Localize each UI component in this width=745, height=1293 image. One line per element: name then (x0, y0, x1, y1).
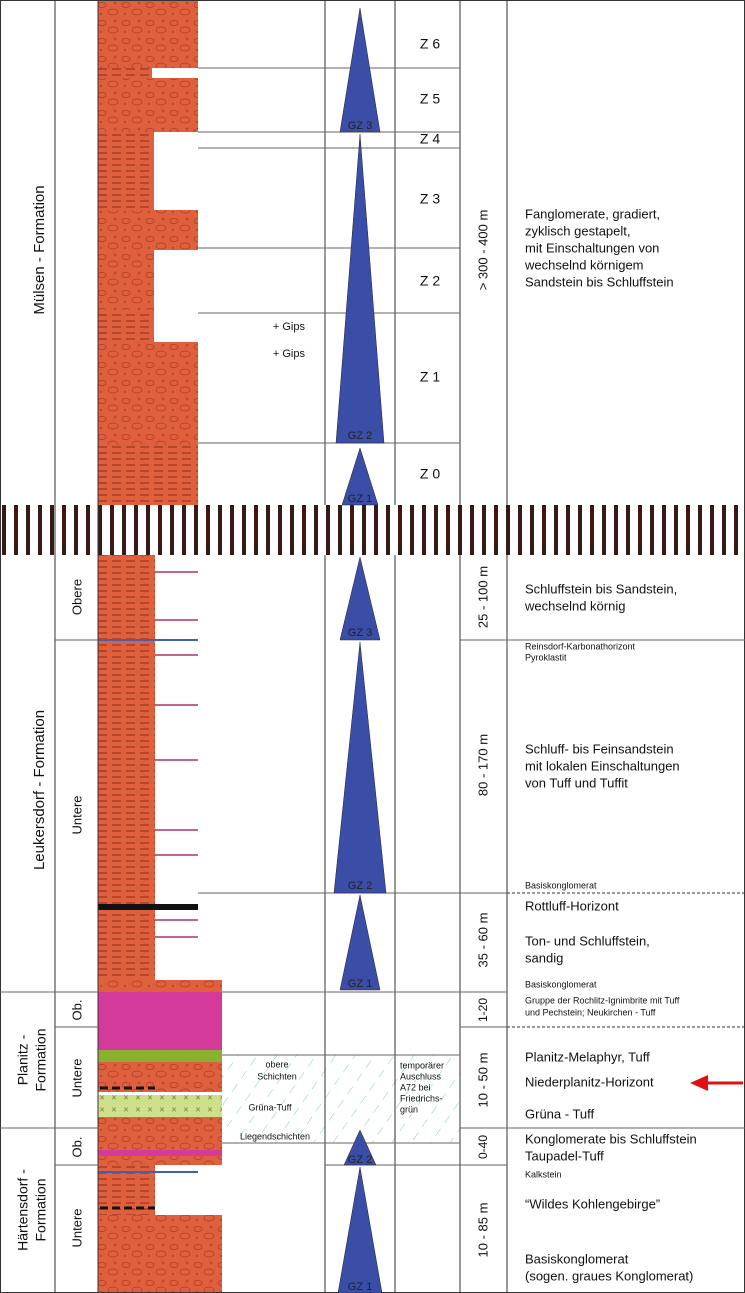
zone: Z 5 (420, 91, 440, 107)
member: Ob. (69, 1137, 84, 1158)
description: Reinsdorf-Karbonathorizont (525, 641, 636, 651)
cycle: GZ 2 (348, 880, 372, 892)
description: Rottluff-Horizont (525, 898, 619, 913)
description: Kalkstein (525, 1169, 562, 1179)
note: Liegendschichten (240, 1131, 310, 1141)
member: Ob. (69, 1000, 84, 1021)
cycle: GZ 2 (348, 430, 372, 442)
description: Gruppe der Rochlitz-Ignimbrite mit Tuff (525, 995, 680, 1005)
description: Basiskonglomerat (525, 979, 597, 989)
formation: Mülsen - Formation (31, 185, 48, 314)
description: Niederplanitz-Horizont (525, 1074, 654, 1089)
zone: Z 0 (420, 466, 440, 482)
note: A72 bei (400, 1082, 431, 1092)
note: temporärer (400, 1060, 444, 1070)
cycle: GZ 2 (348, 1154, 372, 1166)
note: Friedrichs- (400, 1093, 443, 1103)
formation: Härtensdorf - (15, 1169, 31, 1251)
description: zyklisch gestapelt, (525, 223, 631, 238)
description: sandig (525, 950, 563, 965)
description: Basiskonglomerat (525, 1251, 629, 1266)
description: und Pechstein; Neukirchen - Tuff (525, 1007, 656, 1017)
zone: Z 2 (420, 273, 440, 289)
description: “Wildes Kohlengebirge” (525, 1196, 660, 1211)
formation: Formation (33, 1178, 49, 1241)
member: Untere (69, 795, 84, 834)
description: Sandstein bis Schluffstein (525, 274, 674, 289)
thickness: 1-20 (476, 998, 490, 1022)
description: Ton- und Schluffstein, (525, 933, 650, 948)
note: grün (400, 1104, 418, 1114)
formation: Formation (33, 1028, 49, 1091)
description: Pyroklastit (525, 652, 567, 662)
note: Grüna-Tuff (248, 1102, 292, 1112)
thickness: 10 - 50 m (475, 1053, 490, 1108)
zone: Z 1 (420, 369, 440, 385)
zone: Z 4 (420, 131, 440, 147)
thickness: 25 - 100 m (475, 566, 490, 628)
zone: Z 3 (420, 191, 440, 207)
formation: Leukersdorf - Formation (31, 710, 48, 870)
cycle: GZ 3 (348, 627, 372, 639)
cycle: GZ 1 (348, 493, 372, 505)
description: Schluffstein bis Sandstein, (525, 581, 677, 596)
description: Schluff- bis Feinsandstein (525, 741, 674, 756)
description: Fanglomerate, gradiert, (525, 206, 660, 221)
arrow (690, 1075, 743, 1091)
member: Obere (69, 579, 84, 615)
description: mit Einschaltungen von (525, 240, 659, 255)
formation: Planitz - (15, 1034, 31, 1085)
description: Taupadel-Tuff (525, 1148, 604, 1163)
description: (sogen. graues Konglomerat) (525, 1268, 693, 1283)
cycle: GZ 1 (348, 978, 372, 990)
description: Konglomerate bis Schluffstein (525, 1131, 697, 1146)
description: Grüna - Tuff (525, 1106, 595, 1121)
thickness: > 300 - 400 m (475, 210, 490, 291)
description: mit lokalen Einschaltungen (525, 758, 680, 773)
thickness: 0-40 (476, 1135, 490, 1159)
description: Planitz-Melaphyr, Tuff (525, 1049, 650, 1064)
note: obere (265, 1059, 288, 1069)
note: Schichten (257, 1071, 297, 1081)
thickness: 35 - 60 m (475, 913, 490, 968)
zone: Z 6 (420, 36, 440, 52)
cycle: GZ 3 (348, 120, 372, 132)
note: + Gips (273, 348, 306, 360)
thickness: 10 - 85 m (475, 1203, 490, 1258)
note: + Gips (273, 321, 306, 333)
description: Basiskonglomerat (525, 880, 597, 890)
description: wechselnd körnigem (524, 257, 644, 272)
description: von Tuff und Tuffit (525, 775, 628, 790)
member: Untere (69, 1208, 84, 1247)
member: Untere (69, 1058, 84, 1097)
strat-column: × (0, 0, 745, 1293)
description: wechselnd körnig (524, 598, 625, 613)
cycle: GZ 1 (348, 1281, 372, 1293)
note: Auschluss (400, 1071, 442, 1081)
thickness: 80 - 170 m (475, 734, 490, 796)
